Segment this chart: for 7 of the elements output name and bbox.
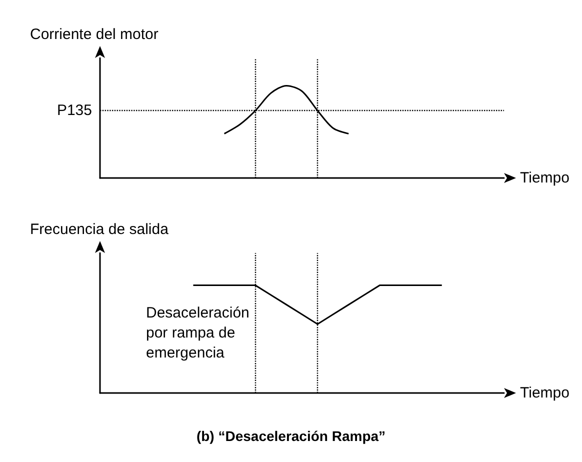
x-axis-title: Tiempo	[520, 170, 570, 186]
text: (b) “Desaceleración Rampa”	[196, 428, 386, 444]
ref-line-label: P135	[56, 102, 92, 120]
y-axis-title: Corriente del motor	[30, 26, 158, 43]
y-axis-title: Frecuencia de salida	[30, 221, 170, 238]
x-axis-title: Tiempo	[520, 384, 570, 402]
annotation: Desaceleración por rampa de emergencia	[146, 304, 254, 362]
